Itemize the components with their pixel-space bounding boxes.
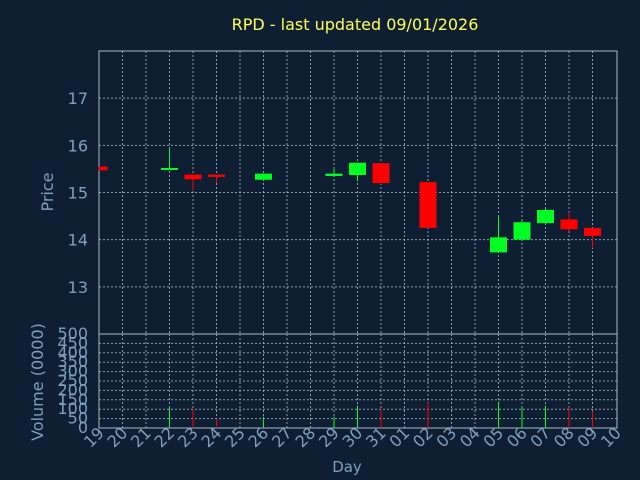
price-tick-label: 15 (68, 184, 88, 203)
volume-tick-label: 100 (57, 399, 88, 418)
candle-body (255, 173, 272, 180)
volume-tick-label: 50 (68, 409, 88, 428)
price-tick-label: 17 (68, 89, 88, 108)
volume-axis-label: Volume (0000) (28, 323, 47, 441)
candle-body (372, 163, 390, 184)
candle-body (560, 219, 578, 230)
candle-29 (325, 168, 343, 176)
volume-tick-label: 400 (57, 343, 88, 362)
candle-23 (184, 174, 202, 191)
volume-tick-label: 300 (57, 362, 88, 381)
chart-title: RPD - last updated 09/01/2026 (232, 15, 479, 34)
candle-body (490, 237, 507, 253)
candle-26 (255, 173, 272, 180)
candle-02 (419, 182, 437, 228)
candle-30 (349, 162, 366, 181)
candle-24 (208, 174, 225, 184)
price-tick-label: 13 (68, 278, 88, 297)
candle-09 (584, 227, 601, 249)
price-tick-label: 14 (68, 231, 88, 250)
candle-body (513, 222, 531, 240)
price-panel: 13 14 15 16 17 (68, 50, 618, 335)
volume-tick-label: 0 (78, 418, 88, 437)
candle-body (184, 174, 202, 180)
candle-06 (513, 219, 531, 240)
candle-body (419, 182, 437, 228)
candle-08 (560, 212, 578, 232)
volume-tick-label: 350 (57, 352, 88, 371)
volume-tick-label: 250 (57, 371, 88, 390)
candle-22 (161, 147, 178, 170)
candle-body (584, 227, 601, 236)
candle-31 (372, 163, 390, 185)
volume-tick-label: 150 (57, 390, 88, 409)
volume-tick-label: 450 (57, 333, 88, 352)
candle-body (99, 166, 108, 171)
price-tick-label: 16 (68, 136, 88, 155)
price-axis-label: Price (38, 172, 57, 211)
candle-body (537, 209, 554, 224)
day-axis-label: Day (332, 458, 362, 476)
volume-tick-label: 500 (57, 324, 88, 343)
volume-tick-label: 200 (57, 380, 88, 399)
candle-body (325, 173, 343, 176)
candle-05 (490, 216, 507, 253)
candle-19 (98, 166, 108, 171)
candle-body (208, 174, 225, 177)
candle-body (349, 162, 366, 176)
x-tick-labels: 1920212223242526272829303101020304050607… (80, 423, 625, 451)
candle-body (161, 167, 178, 170)
candle-07 (537, 209, 554, 224)
